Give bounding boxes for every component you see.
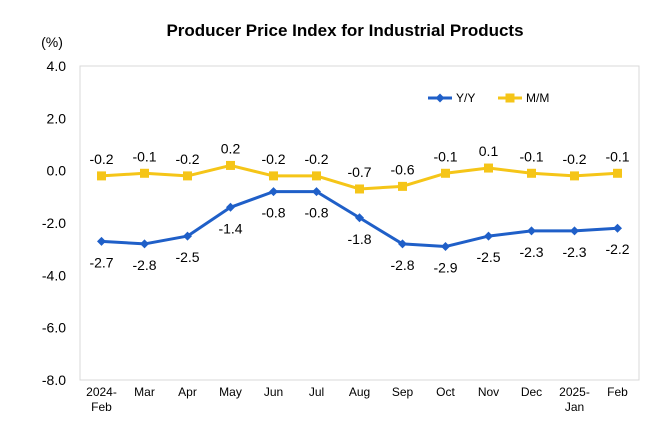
- plot-area-border: [79, 65, 640, 381]
- point-mm: [355, 184, 364, 194]
- data-label-yy: -1.8: [347, 231, 371, 247]
- point-mm: [97, 171, 106, 181]
- point-yy: [183, 231, 192, 241]
- data-label-yy: -2.3: [519, 244, 543, 260]
- x-tick-label: May: [219, 385, 242, 399]
- chart-title: Producer Price Index for Industrial Prod…: [166, 21, 523, 40]
- data-label-yy: -2.8: [390, 257, 414, 273]
- y-axis-ticks: 4.0 2.0 0.0 -2.0 -4.0 -6.0 -8.0: [42, 58, 66, 388]
- x-tick-label: 2025-: [559, 385, 590, 399]
- y-tick-label: 2.0: [47, 110, 67, 126]
- point-yy: [312, 187, 321, 197]
- legend: Y/Y M/M: [428, 91, 549, 105]
- data-label-mm: -0.1: [132, 148, 156, 164]
- x-tick-label: Jun: [264, 385, 283, 399]
- point-mm: [398, 181, 407, 191]
- point-mm: [226, 160, 235, 170]
- point-yy: [570, 226, 579, 236]
- data-label-mm: -0.6: [390, 161, 414, 177]
- legend-label-mm: M/M: [526, 91, 549, 105]
- data-label-mm: -0.2: [562, 151, 586, 167]
- y-tick-label: -6.0: [42, 320, 66, 336]
- series-layer: [97, 160, 622, 252]
- data-label-mm: -0.7: [347, 164, 371, 180]
- data-labels-layer: -2.7 -2.8 -2.5 -1.4 -0.8 -0.8 -1.8 -2.8 -2.9 -2.5…: [89, 140, 629, 275]
- point-mm: [613, 168, 622, 178]
- point-mm: [183, 171, 192, 181]
- point-yy: [527, 226, 536, 236]
- point-mm: [441, 168, 450, 178]
- x-tick-label: Nov: [478, 385, 499, 399]
- x-tick-label: Apr: [178, 385, 197, 399]
- data-label-mm: 0.1: [479, 143, 499, 159]
- x-tick-label: Aug: [349, 385, 370, 399]
- y-tick-label: 0.0: [47, 163, 67, 179]
- point-yy: [484, 231, 493, 241]
- point-yy: [269, 187, 278, 197]
- point-mm: [269, 171, 278, 181]
- data-label-mm: -0.2: [89, 151, 113, 167]
- x-tick-label: Dec: [521, 385, 542, 399]
- point-yy: [398, 239, 407, 249]
- point-yy: [97, 236, 106, 246]
- data-label-yy: -2.5: [476, 249, 500, 265]
- data-label-mm: -0.2: [304, 151, 328, 167]
- point-mm: [570, 171, 579, 181]
- x-tick-label: 2024-: [86, 385, 117, 399]
- data-label-yy: -0.8: [304, 205, 328, 221]
- data-label-yy: -2.2: [605, 241, 629, 257]
- x-tick-label: Feb: [91, 400, 112, 414]
- point-mm: [527, 168, 536, 178]
- data-label-yy: -2.8: [132, 257, 156, 273]
- data-label-mm: 0.2: [221, 140, 241, 156]
- x-tick-label: Mar: [134, 385, 155, 399]
- data-label-mm: -0.2: [261, 151, 285, 167]
- data-label-mm: -0.1: [519, 148, 543, 164]
- data-label-mm: -0.2: [175, 151, 199, 167]
- point-yy: [441, 242, 450, 252]
- data-label-yy: -2.9: [433, 260, 457, 276]
- x-tick-label: Feb: [607, 385, 628, 399]
- x-tick-label: Jul: [309, 385, 324, 399]
- data-label-yy: -2.5: [175, 249, 199, 265]
- point-mm: [140, 168, 149, 178]
- y-tick-label: -8.0: [42, 372, 66, 388]
- point-yy: [613, 223, 622, 233]
- data-label-yy: -1.4: [218, 220, 242, 236]
- x-tick-label: Sep: [392, 385, 414, 399]
- point-yy: [226, 202, 235, 212]
- data-label-yy: -2.7: [89, 254, 113, 270]
- data-label-mm: -0.1: [433, 148, 457, 164]
- point-yy: [140, 239, 149, 249]
- legend-label-yy: Y/Y: [456, 91, 475, 105]
- data-label-mm: -0.1: [605, 148, 629, 164]
- y-tick-label: 4.0: [47, 58, 67, 74]
- point-yy: [355, 213, 364, 223]
- point-mm: [312, 171, 321, 181]
- point-mm: [484, 163, 493, 173]
- y-unit-label: (%): [41, 34, 63, 50]
- legend-marker-mm: [505, 93, 515, 103]
- y-tick-label: -2.0: [42, 215, 66, 231]
- legend-marker-yy: [435, 93, 445, 103]
- data-label-yy: -2.3: [562, 244, 586, 260]
- y-tick-label: -4.0: [42, 267, 66, 283]
- x-tick-label: Jan: [565, 400, 584, 414]
- x-tick-label: Oct: [436, 385, 455, 399]
- data-label-yy: -0.8: [261, 205, 285, 221]
